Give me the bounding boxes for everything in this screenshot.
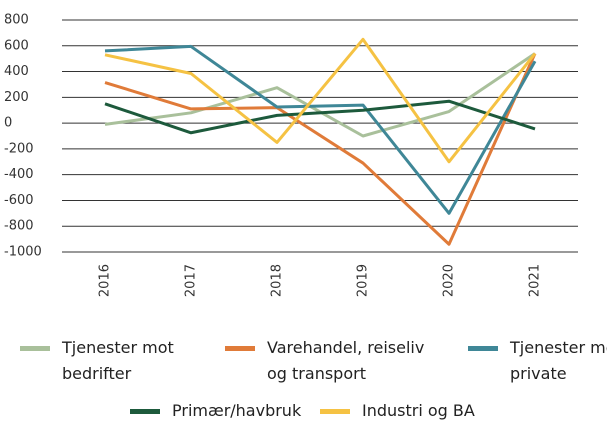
legend-item: Primær/havbruk bbox=[130, 398, 372, 421]
legend-item: Tjenester mot private bbox=[468, 335, 607, 387]
legend-label: Varehandel, reiseliv og transport bbox=[267, 338, 425, 383]
legend-swatch bbox=[130, 409, 160, 414]
y-tick-label: -400 bbox=[4, 167, 34, 182]
legend-item: Industri og BA bbox=[320, 398, 562, 421]
y-tick-label: 0 bbox=[4, 116, 12, 131]
legend-swatch bbox=[225, 346, 255, 351]
series-line bbox=[104, 99, 536, 135]
x-tick-label: 2021 bbox=[528, 264, 543, 297]
legend-label: Tjenester mot private bbox=[510, 338, 607, 383]
series-line bbox=[104, 52, 537, 246]
x-tick-label: 2017 bbox=[184, 264, 199, 297]
x-tick-label: 2020 bbox=[442, 264, 457, 297]
x-tick-label: 2018 bbox=[270, 264, 285, 297]
y-tick-label: 600 bbox=[4, 38, 29, 53]
plot: -1000 -800 -600 -400 -200 0 200 400 600 800 2016 20… bbox=[4, 13, 578, 297]
series-line bbox=[104, 37, 537, 164]
y-tick-label: 200 bbox=[4, 90, 29, 105]
legend-label: Industri og BA bbox=[362, 401, 475, 420]
legend-swatch bbox=[320, 409, 350, 414]
legend-swatch bbox=[20, 346, 50, 351]
legend-swatch bbox=[468, 346, 498, 351]
y-tick-label: -600 bbox=[4, 193, 34, 208]
series-line bbox=[104, 44, 537, 215]
x-tick-label: 2016 bbox=[98, 264, 113, 297]
y-tick-label: -200 bbox=[4, 141, 34, 156]
y-tick-label: -800 bbox=[4, 219, 34, 234]
legend-item: Varehandel, reiseliv og transport bbox=[225, 335, 442, 387]
x-tick-label: 2019 bbox=[356, 264, 371, 297]
y-tick-label: 400 bbox=[4, 64, 29, 79]
legend-label: Primær/havbruk bbox=[172, 401, 302, 420]
y-tick-label: 800 bbox=[4, 13, 29, 28]
legend-label: Tjenester mot bedrifter bbox=[62, 338, 174, 383]
series-line bbox=[104, 52, 536, 138]
y-tick-label: -1000 bbox=[4, 245, 42, 260]
legend-item: Tjenester mot bedrifter bbox=[20, 335, 212, 387]
